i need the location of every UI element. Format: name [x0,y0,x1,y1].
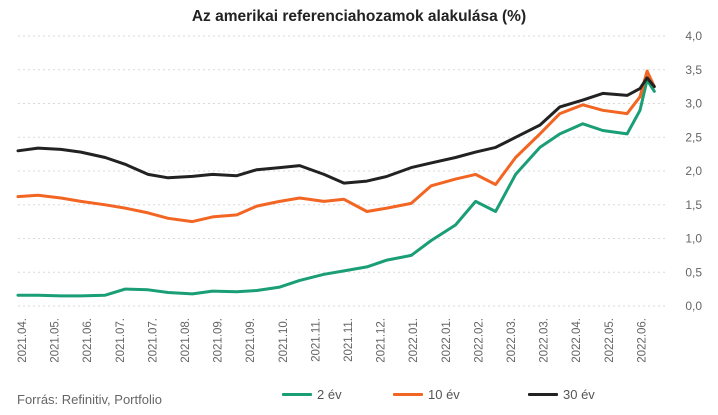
grid [18,35,666,307]
x-tick-label: 2021.09. [245,318,257,363]
x-tick-label: 2021.09. [213,318,225,363]
x-tick-label: 2021.11. [310,318,322,362]
x-tick-label: 2021.06. [82,318,94,363]
x-tick-label: 2022.06. [636,318,648,363]
x-tick-label: 2022.03. [539,318,551,363]
x-tick-label: 2021.07. [147,318,159,363]
chart-title: Az amerikai referenciahozamok alakulása … [191,8,527,25]
x-tick-label: 2022.05. [604,318,616,363]
legend-label-30y: 30 év [563,386,595,402]
y-tick-label: 2,0 [685,164,702,178]
y-axis: 0,0 0,5 1,0 1,5 2,0 2,5 3,0 3,5 4,0 [685,29,702,313]
legend-label-10y: 10 év [428,386,460,402]
x-tick-label: 2021.04. [17,318,29,363]
series-lines [16,69,656,298]
y-tick-label: 3,0 [685,97,702,111]
x-tick-label: 2022.01. [441,318,453,363]
x-tick-label: 2022.04. [571,318,583,363]
x-tick-label: 2021.07. [115,318,127,363]
x-tick-label: 2021.12. [376,318,388,363]
y-tick-label: 0,0 [685,299,702,313]
source-note: Forrás: Refinitiv, Portfolio [17,392,162,407]
y-tick-label: 1,0 [685,232,702,246]
legend-swatch-10y [393,392,423,396]
y-tick-label: 0,5 [685,265,702,279]
x-tick-label: 2021.05. [50,318,62,363]
legend-label-2y: 2 év [317,386,342,402]
legend-swatch-2y [282,392,312,396]
legend-swatch-30y [528,392,558,396]
legend-item-30y: 30 év [528,386,595,402]
x-tick-label: 2021.08. [180,318,192,363]
x-tick-label: 2022.03. [506,318,518,363]
legend-item-2y: 2 év [282,386,342,402]
x-tick-label: 2022.02. [473,318,485,363]
y-tick-label: 3,5 [685,63,702,77]
series-line-0 [16,78,656,298]
legend-item-10y: 10 év [393,386,460,402]
series-line-1 [16,69,656,224]
y-tick-label: 1,5 [685,198,702,212]
x-tick-label: 2022.01. [408,318,420,363]
series-line-2 [16,76,656,185]
x-tick-label: 2021.11. [343,318,355,362]
y-tick-label: 2,5 [685,130,702,144]
x-tick-label: 2021.10. [278,318,290,363]
y-tick-label: 4,0 [685,29,702,43]
x-axis: 2021.04. 2021.05. 2021.06. 2021.07. 2021.07.… [17,318,648,363]
